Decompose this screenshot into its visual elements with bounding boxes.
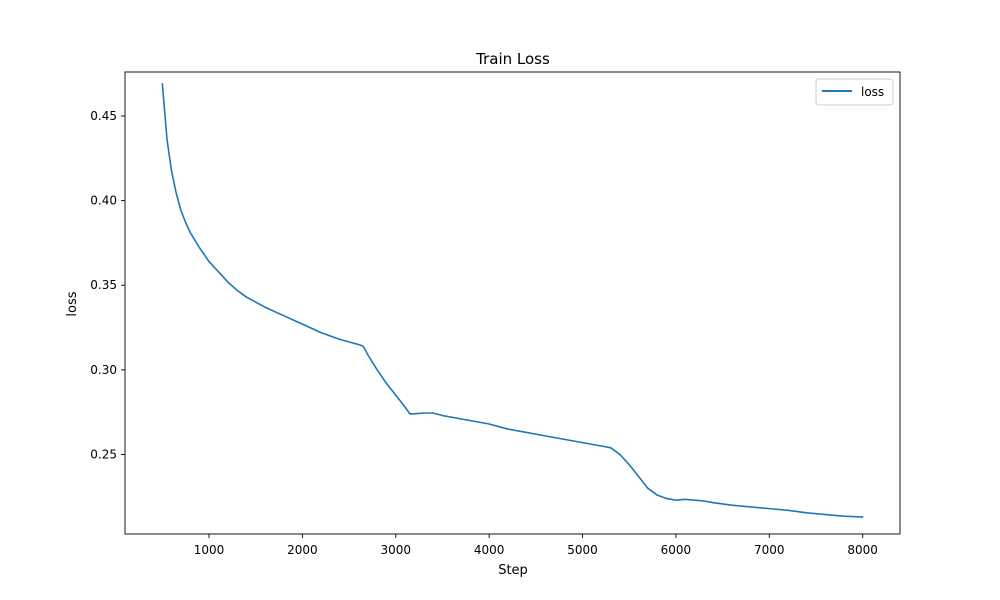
series-line-loss bbox=[161, 83, 864, 518]
plot-area bbox=[124, 71, 901, 535]
legend: loss bbox=[815, 78, 894, 106]
x-axis-ticks: 1000 2000 3000 4000 5000 6000 7000 8000 bbox=[194, 534, 878, 557]
y-axis-label: loss bbox=[65, 291, 80, 316]
x-tick-label: 5000 bbox=[567, 543, 598, 557]
legend-box bbox=[815, 78, 894, 106]
x-tick-label: 8000 bbox=[847, 543, 878, 557]
y-axis-ticks: 0.25 0.30 0.35 0.40 0.45 bbox=[90, 109, 125, 461]
x-tick-label: 4000 bbox=[474, 543, 505, 557]
chart-title: Train Loss bbox=[475, 50, 550, 68]
y-tick-label: 0.30 bbox=[90, 363, 117, 377]
x-tick-label: 1000 bbox=[194, 543, 225, 557]
x-tick-label: 2000 bbox=[287, 543, 318, 557]
x-axis-label: Step bbox=[498, 563, 528, 578]
series-layer bbox=[161, 83, 864, 518]
y-tick-label: 0.40 bbox=[90, 194, 117, 208]
y-tick-label: 0.35 bbox=[90, 278, 117, 292]
legend-label-loss: loss bbox=[861, 85, 884, 99]
y-tick-label: 0.25 bbox=[90, 447, 117, 461]
x-tick-label: 3000 bbox=[381, 543, 412, 557]
x-tick-label: 7000 bbox=[754, 543, 785, 557]
x-tick-label: 6000 bbox=[661, 543, 692, 557]
y-tick-label: 0.45 bbox=[90, 109, 117, 123]
